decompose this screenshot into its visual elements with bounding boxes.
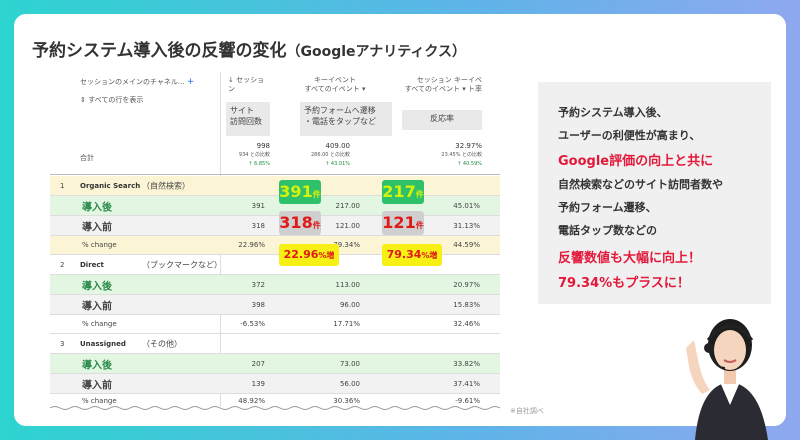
total-col3: 32.97% 23.45% との比較 ↑ 40.59% [441,142,482,167]
table-row: 導入後 372 113.00 20.97% [50,275,500,295]
table-row: % change 48.92% 30.36% -9.61% [82,396,480,405]
badge-after-sessions: 391件 [279,180,321,204]
group-header-row: 3 Unassigned （その他） [50,334,500,354]
panel-highlight: 反響数値も大幅に向上！ [558,251,702,266]
source-note: ※自社調べ [510,407,544,415]
group-header-row: 2 Direct （ブックマークなど） [50,255,500,275]
panel-highlight: Google評価の向上と共に [558,154,714,169]
show-all-rows[interactable]: ⇕ すべての行を表示 [80,96,144,104]
panel-line: 自然検索などのサイト訪問者数や [558,178,723,191]
page-title: 予約システム導入後の反響の変化（Googleアナリティクス） [32,41,467,61]
total-col1: 998 934 との比較 ↑ 6.85% [238,142,270,167]
group-header-row: 1 Organic Search （自然検索） [50,176,500,196]
operator-illustration [686,319,768,440]
col1-header[interactable]: ↓ セッショ ン [228,76,265,93]
total-label: 合計 [80,154,94,162]
total-col2: 409.00 286.00 との比較 ↑ 43.01% [310,142,350,167]
table-row: 導入前 139 56.00 37.41% [50,374,500,394]
table-row: 導入前 398 96.00 15.83% [50,295,500,315]
dimension-header[interactable]: セッションのメインのチャネル... + [80,77,195,87]
panel-line: 電話タップ数などの [558,224,657,237]
add-dimension-icon[interactable]: + [186,77,195,87]
col1-label-box: サイト 訪問回数 [226,102,270,136]
col3-header[interactable]: セッション キーイベ すべてのイベント ▾ ト率 [404,76,482,93]
panel-line: 予約フォーム遷移、 [558,201,657,214]
panel-highlight: 79.34%もプラスに！ [558,276,690,291]
page-subtitle: （Googleアナリティクス） [286,44,467,60]
badge-before-sessions: 318件 [279,211,321,235]
col2-header[interactable]: キーイベント すべてのイベント ▾ [304,76,366,93]
panel-line: 予約システム導入後、 [558,106,668,119]
table-row: 導入前 318 121.00 31.13% [50,216,500,236]
badge-after-events: 217件 [382,180,424,204]
badge-change-sessions: 22.96%増 [279,244,339,266]
badge-before-events: 121件 [382,211,424,235]
col3-label-box: 反応率 [402,110,482,130]
badge-change-events: 79.34%増 [382,244,442,266]
col2-label-box: 予約フォームへ遷移 ・電話をタップなど [300,102,392,136]
analytics-table: セッションのメインのチャネル... + ⇕ すべての行を表示 ↓ セッショ ン … [50,72,500,407]
summary-panel: 予約システム導入後、 ユーザーの利便性が高まり、 Google評価の向上と共に … [538,82,771,304]
table-row: 導入後 207 73.00 33.82% [50,354,500,374]
table-row: % change -6.53% 17.71% 32.46% [50,315,500,334]
panel-line: ユーザーの利便性が高まり、 [558,129,701,142]
torn-edge-divider [50,406,500,410]
table-row: 導入後 391 217.00 45.01% [50,196,500,216]
